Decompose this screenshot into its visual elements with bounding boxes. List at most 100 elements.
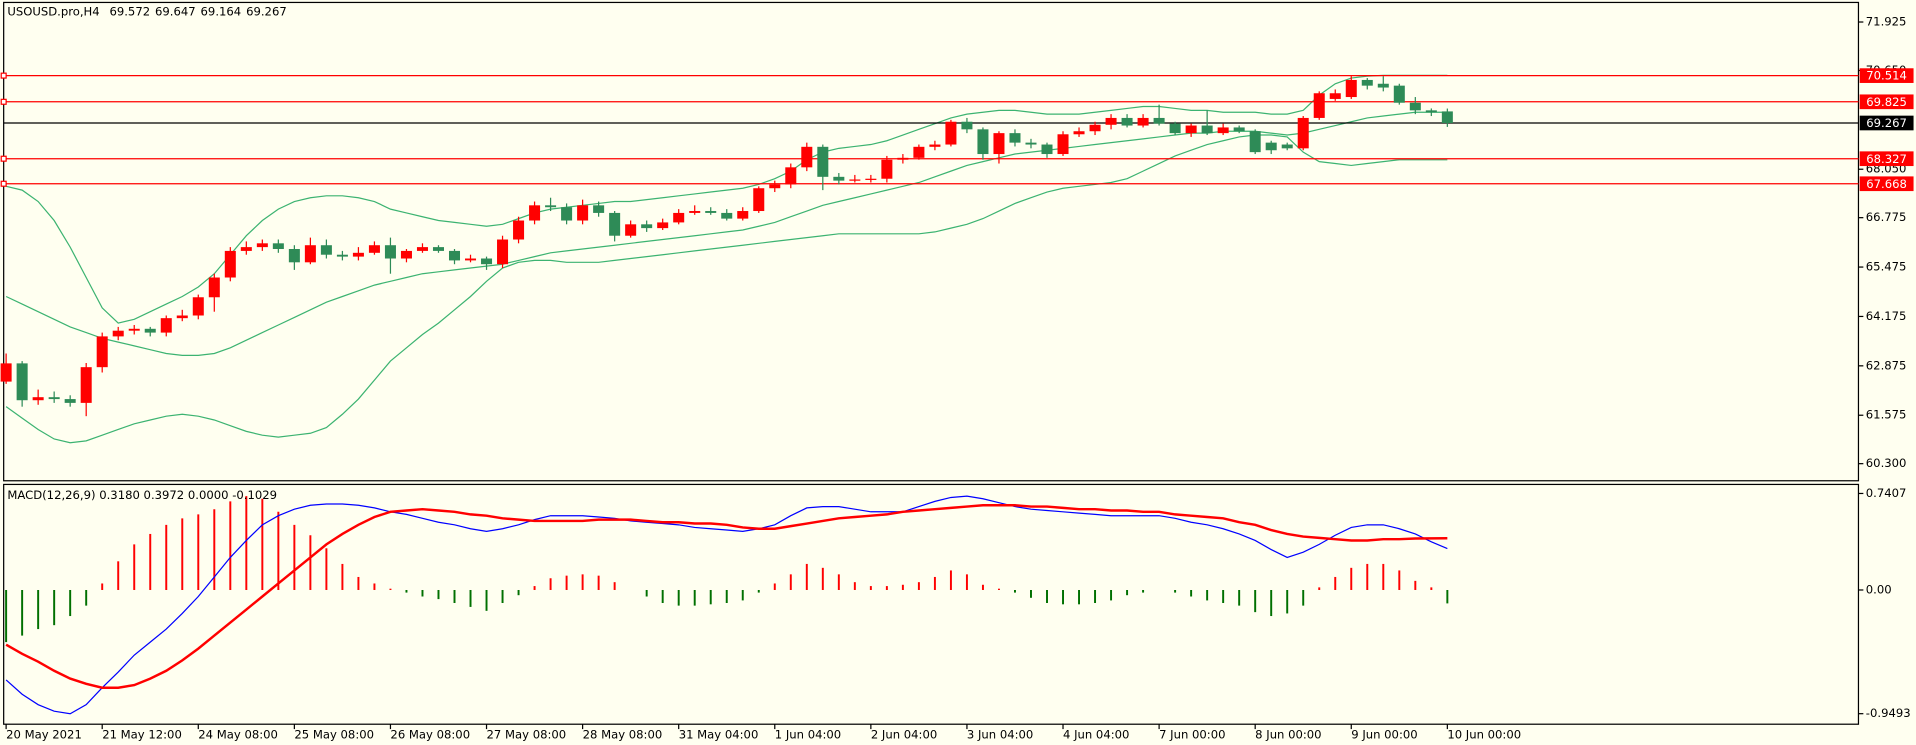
- x-tick-label: 26 May 08:00: [390, 728, 470, 742]
- candle-body: [144, 328, 156, 333]
- candle-body: [1057, 134, 1069, 155]
- x-tick-label: 31 May 04:00: [679, 728, 759, 742]
- candle-body: [1041, 144, 1053, 155]
- candle-body: [881, 159, 893, 179]
- candle-body: [561, 207, 573, 221]
- candle-body: [609, 212, 621, 236]
- level-label-box: [1859, 68, 1914, 83]
- candle-body: [1233, 127, 1245, 132]
- level-label: 70.514: [1866, 69, 1907, 83]
- candle-body: [1009, 133, 1021, 143]
- candle-body: [897, 157, 909, 160]
- candle-body: [1329, 93, 1341, 99]
- candle-body: [977, 129, 989, 155]
- macd-line: [5, 495, 1448, 715]
- macd-line: [5, 504, 1448, 689]
- candle-body: [1393, 85, 1405, 103]
- candle-body: [96, 336, 108, 368]
- last-price-box: [1859, 115, 1914, 131]
- candle-body: [913, 146, 925, 158]
- candle-body: [1169, 123, 1181, 134]
- candle-body: [1425, 110, 1437, 113]
- main-panel: [3, 1, 1860, 482]
- level-handle: [0, 72, 7, 79]
- candle-body: [673, 212, 685, 223]
- candle-body: [993, 133, 1005, 155]
- x-tick-label: 8 Jun 00:00: [1255, 728, 1321, 742]
- x-tick-label: 10 Jun 00:00: [1447, 728, 1521, 742]
- candle-body: [1265, 142, 1277, 151]
- candle-body: [945, 121, 957, 145]
- candle-body: [400, 250, 412, 259]
- candle-body: [769, 184, 781, 189]
- y-tick-label: 0.7407: [1866, 486, 1907, 500]
- x-tick-label: 20 May 2021: [6, 728, 82, 742]
- x-tick-label: 28 May 08:00: [583, 728, 663, 742]
- candle-body: [224, 250, 236, 278]
- candle-body: [432, 247, 444, 251]
- candle-body: [545, 205, 557, 208]
- candle-body: [625, 224, 637, 236]
- candle-body: [737, 211, 749, 219]
- candle-body: [513, 220, 525, 240]
- candle-body: [448, 250, 461, 261]
- candle-body: [961, 121, 973, 130]
- candle-body: [785, 167, 797, 185]
- macd-panel: [3, 483, 1860, 725]
- candle-body: [1073, 131, 1085, 135]
- candle-body: [1153, 117, 1165, 124]
- header-value: 69.267: [246, 5, 287, 19]
- candle-body: [368, 245, 380, 253]
- candle-body: [304, 245, 316, 263]
- candle-body: [1089, 124, 1101, 132]
- candle-body: [1217, 127, 1229, 134]
- candle-body: [112, 330, 124, 337]
- y-tick-label: 64.175: [1866, 309, 1907, 323]
- candle-body: [1185, 125, 1197, 134]
- candle-body: [1377, 83, 1389, 88]
- candle-body: [801, 146, 813, 168]
- candle-body: [657, 222, 669, 229]
- candle-body: [705, 211, 717, 213]
- level-label: 69.825: [1866, 95, 1907, 109]
- candle-body: [481, 258, 493, 265]
- candle-body: [1345, 79, 1357, 98]
- candle-body: [753, 188, 765, 212]
- level-label-box: [1859, 94, 1914, 110]
- y-tick-label: 65.475: [1866, 260, 1907, 274]
- candle-body: [833, 176, 845, 181]
- candle-body: [1441, 111, 1453, 123]
- candle-body: [497, 239, 509, 265]
- candle-body: [529, 205, 541, 221]
- candle-body: [288, 249, 300, 263]
- x-tick-label: 27 May 08:00: [487, 728, 567, 742]
- candle-body: [465, 258, 477, 261]
- x-tick-label: 3 Jun 04:00: [967, 728, 1033, 742]
- candle-body: [16, 363, 28, 401]
- x-tick-label: 7 Jun 00:00: [1159, 728, 1225, 742]
- level-label: 68.327: [1866, 152, 1907, 166]
- candle-body: [929, 144, 941, 147]
- candle-body: [128, 328, 140, 331]
- candle-body: [1249, 131, 1261, 153]
- header-value: 69.647: [155, 5, 196, 19]
- candle-body: [849, 179, 861, 181]
- candle-body: [865, 178, 877, 180]
- x-tick-label: 9 Jun 00:00: [1351, 728, 1417, 742]
- label-layer: USOUSD.pro,H4 69.572 69.647 69.164 69.267 70.…: [0, 5, 1914, 742]
- x-tick-label: 25 May 08:00: [294, 728, 374, 742]
- candle-body: [256, 243, 268, 248]
- candle-body: [641, 224, 653, 229]
- level-handle: [0, 155, 7, 162]
- level-handle: [0, 98, 7, 105]
- candle-body: [1313, 93, 1325, 118]
- indicator-title: MACD(12,26,9) 0.3180 0.3972 0.0000 -0.10…: [7, 488, 277, 502]
- candle-body: [320, 245, 332, 255]
- candle-body: [1281, 144, 1293, 149]
- level-handle: [0, 180, 7, 187]
- candle-body: [208, 277, 220, 298]
- candle-body: [80, 367, 92, 403]
